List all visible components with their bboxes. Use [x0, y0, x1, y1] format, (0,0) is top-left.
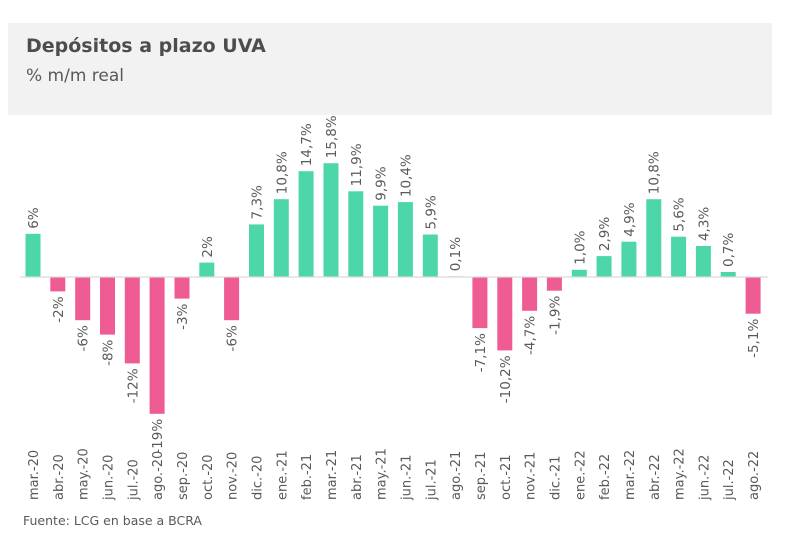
bar-feb.-22	[596, 256, 612, 277]
bar-jun.-20	[100, 277, 115, 335]
data-label-oct.-20: 2%	[200, 236, 216, 258]
bar-jul.-22	[720, 272, 736, 277]
data-label-oct.-21: -10,2%	[498, 355, 514, 403]
data-label-ene.-21: 10,8%	[274, 151, 290, 194]
bar-ene.-22	[571, 269, 587, 277]
x-tick-label: feb.-21	[300, 454, 315, 500]
x-tick-label: jun.-22	[697, 455, 712, 501]
bar-jun.-22	[695, 246, 711, 277]
x-tick-label: nov.-21	[524, 452, 539, 500]
bar-feb.-21	[298, 171, 314, 277]
bar-chart: 6% -2% -6% -8% -12% -19% -3% 2% -6% 7,3% 10,8% 14,7…	[20, 115, 768, 501]
data-label-feb.-21: 14,7%	[299, 123, 315, 166]
x-tick-label: abr.-22	[648, 454, 663, 500]
data-label-ago.-22: -5,1%	[746, 319, 762, 358]
x-tick-label: ago.-21	[449, 451, 464, 500]
bar-abr.-22	[646, 199, 662, 277]
data-label-dic.-21: -1,9%	[547, 296, 563, 335]
chart-title: Depósitos a plazo UVA	[26, 35, 266, 57]
bar-may.-21	[373, 205, 389, 277]
data-label-jul.-20: -12%	[125, 368, 141, 403]
bar-ene.-21	[273, 199, 289, 277]
data-label-sep.-20: -3%	[175, 303, 191, 329]
x-tick-label: may.-21	[375, 448, 390, 500]
x-tick-label: feb.-22	[598, 454, 613, 500]
data-label-jul.-21: 5,9%	[423, 195, 439, 229]
x-tick-label: dic.-21	[548, 456, 563, 500]
x-tick-label: mar.-22	[623, 450, 638, 500]
bar-may.-20	[75, 277, 91, 321]
data-label-ago.-21: 0,1%	[448, 237, 464, 271]
source-note: Fuente: LCG en base a BCRA	[23, 513, 202, 528]
data-label-jun.-21: 10,4%	[398, 154, 414, 197]
bar-ago.-22	[745, 277, 761, 314]
data-label-may.-21: 9,9%	[374, 166, 390, 200]
bar-abr.-20	[50, 277, 66, 292]
bar-sep.-20	[174, 277, 190, 299]
bar-nov.-21	[522, 277, 538, 311]
bar-dic.-20	[249, 224, 264, 277]
bar-jun.-21	[397, 202, 413, 277]
bar-mar.-21	[323, 163, 339, 277]
chart-subtitle: % m/m real	[26, 66, 125, 86]
x-tick-label: jul.-20	[126, 459, 141, 501]
x-tick-label: ene.-21	[275, 450, 290, 500]
data-label-mar.-22: 4,9%	[622, 202, 638, 236]
data-label-dic.-20: 7,3%	[249, 185, 265, 219]
x-tick-label: may.-20	[77, 448, 92, 500]
x-tick-label: may.-22	[673, 448, 688, 500]
data-label-jun.-22: 4,3%	[696, 207, 712, 241]
x-tick-label: nov.-20	[226, 452, 241, 500]
data-label-abr.-20: -2%	[51, 296, 67, 322]
x-tick-label: dic.-20	[250, 456, 265, 500]
x-tick-label: mar.-20	[27, 450, 42, 500]
data-label-mar.-20: 6%	[26, 207, 42, 229]
bar-abr.-21	[348, 191, 364, 277]
bar-mar.-20	[25, 233, 41, 277]
bar-may.-22	[671, 236, 687, 277]
data-label-abr.-21: 11,9%	[349, 143, 365, 186]
data-label-may.-20: -6%	[76, 325, 92, 351]
x-tick-label: jun.-21	[399, 455, 414, 501]
data-label-jul.-22: 0,7%	[721, 232, 737, 266]
x-tick-label: jul.-21	[424, 459, 439, 501]
data-label-sep.-21: -7,1%	[473, 333, 489, 372]
bar-dic.-21	[546, 277, 562, 291]
data-label-mar.-21: 15,8%	[324, 115, 340, 158]
data-label-ago.-20: -19%	[150, 419, 166, 454]
x-tick-label: abr.-21	[350, 454, 365, 500]
x-tick-label: ago.-20	[151, 451, 166, 500]
bar-jul.-20	[124, 277, 140, 364]
x-tick-label: sep.-21	[474, 452, 489, 500]
bar-jul.-21	[422, 234, 438, 277]
chart-header: Depósitos a plazo UVA % m/m real	[8, 23, 772, 115]
x-tick-label: ene.-22	[573, 450, 588, 500]
bar-mar.-22	[621, 241, 637, 277]
x-tick-label: oct.-20	[201, 454, 216, 500]
x-tick-label: jun.-20	[101, 455, 116, 501]
bar-sep.-21	[472, 277, 488, 329]
data-label-jun.-20: -8%	[100, 339, 116, 365]
data-label-nov.-21: -4,7%	[523, 316, 539, 355]
bar-nov.-20	[224, 277, 240, 321]
bar-oct.-21	[497, 277, 513, 351]
x-tick-label: abr.-20	[52, 454, 67, 500]
data-label-abr.-22: 10,8%	[647, 151, 663, 194]
x-tick-label: sep.-20	[176, 452, 191, 500]
x-tick-label: ago.-22	[747, 451, 762, 500]
bar-oct.-20	[199, 262, 215, 277]
bar-ago.-20	[149, 277, 165, 414]
x-tick-label: mar.-21	[325, 450, 340, 500]
x-tick-label: oct.-21	[499, 454, 514, 500]
data-label-feb.-22: 2,9%	[597, 217, 613, 251]
data-label-may.-22: 5,6%	[672, 197, 688, 231]
data-label-nov.-20: -6%	[225, 325, 241, 351]
data-label-ene.-22: 1,0%	[572, 230, 588, 264]
x-tick-label: jul.-22	[722, 459, 737, 501]
